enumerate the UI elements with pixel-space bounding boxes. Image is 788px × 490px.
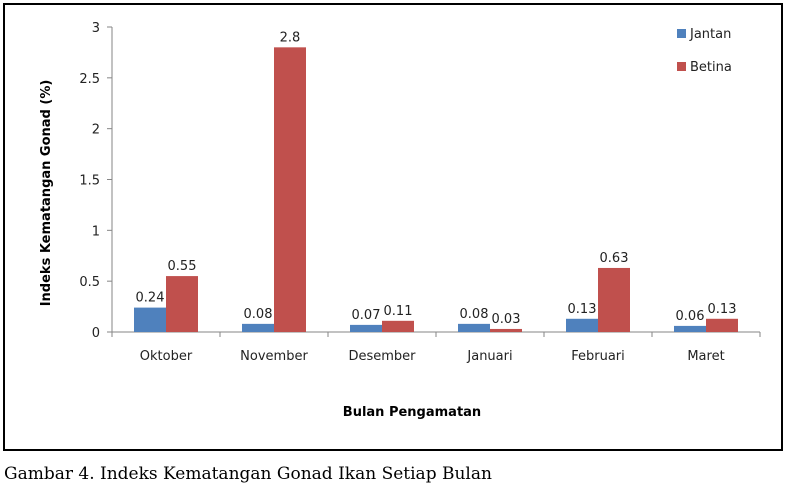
bar-betina xyxy=(382,320,414,332)
y-tick-label: 1 xyxy=(92,224,100,239)
x-axis-title: Bulan Pengamatan xyxy=(343,405,481,420)
y-tick-label: 0.5 xyxy=(79,275,100,290)
x-tick-label: Maret xyxy=(687,349,724,364)
data-label: 0.06 xyxy=(676,309,705,324)
x-tick-label: Januari xyxy=(466,349,512,364)
bar-chart: 0 0.5 1 1.5 2 2.5 3 Oktober November Desember Jan… xyxy=(39,21,761,420)
data-label: 0.08 xyxy=(460,307,489,322)
bar-jantan xyxy=(566,318,598,332)
legend: Jantan Betina xyxy=(677,27,732,75)
x-ticks: Oktober November Desember Januari Februari Ma… xyxy=(111,332,761,364)
data-label: 0.11 xyxy=(384,304,413,319)
bar-betina xyxy=(598,267,630,332)
y-tick-label: 1.5 xyxy=(79,174,100,189)
x-tick-label: Oktober xyxy=(140,349,193,364)
data-label: 0.63 xyxy=(600,251,629,266)
data-label: 2.8 xyxy=(280,30,301,45)
data-label: 0.13 xyxy=(568,302,597,317)
figure-caption: Gambar 4. Indeks Kematangan Gonad Ikan S… xyxy=(4,464,492,484)
chart-frame: 0 0.5 1 1.5 2 2.5 3 Oktober November Desember Jan… xyxy=(3,3,783,451)
bars xyxy=(134,47,738,332)
legend-swatch-betina xyxy=(677,62,686,71)
bar-betina xyxy=(490,328,522,332)
data-labels: 0.240.08 0.07 0.08 0.13 0.060.552.80.110.030… xyxy=(136,30,737,327)
y-tick-label: 0 xyxy=(92,326,100,341)
y-tick-label: 2.5 xyxy=(79,72,100,87)
y-axis-title: Indeks Kematangan Gonad (%) xyxy=(39,80,54,307)
bar-betina xyxy=(706,318,738,332)
data-label: 0.55 xyxy=(168,259,197,274)
legend-label: Jantan xyxy=(689,27,731,42)
bar-jantan xyxy=(674,325,706,332)
legend-swatch-jantan xyxy=(677,29,686,38)
y-tick-label: 2 xyxy=(92,123,100,138)
bar-jantan xyxy=(350,324,382,332)
bar-jantan xyxy=(134,307,166,332)
data-label: 0.13 xyxy=(708,302,737,317)
data-label: 0.07 xyxy=(352,308,381,323)
data-label: 0.03 xyxy=(492,312,521,327)
y-ticks: 0 0.5 1 1.5 2 2.5 3 xyxy=(79,21,112,341)
x-tick-label: Desember xyxy=(348,349,416,364)
bar-jantan xyxy=(458,323,490,332)
x-tick-label: Februari xyxy=(571,349,625,364)
bar-betina xyxy=(274,47,306,332)
x-tick-label: November xyxy=(240,349,308,364)
legend-label: Betina xyxy=(690,60,732,75)
y-tick-label: 3 xyxy=(92,21,100,36)
data-label: 0.08 xyxy=(244,307,273,322)
data-label: 0.24 xyxy=(136,291,165,306)
bar-betina xyxy=(166,276,198,332)
bar-jantan xyxy=(242,323,274,332)
